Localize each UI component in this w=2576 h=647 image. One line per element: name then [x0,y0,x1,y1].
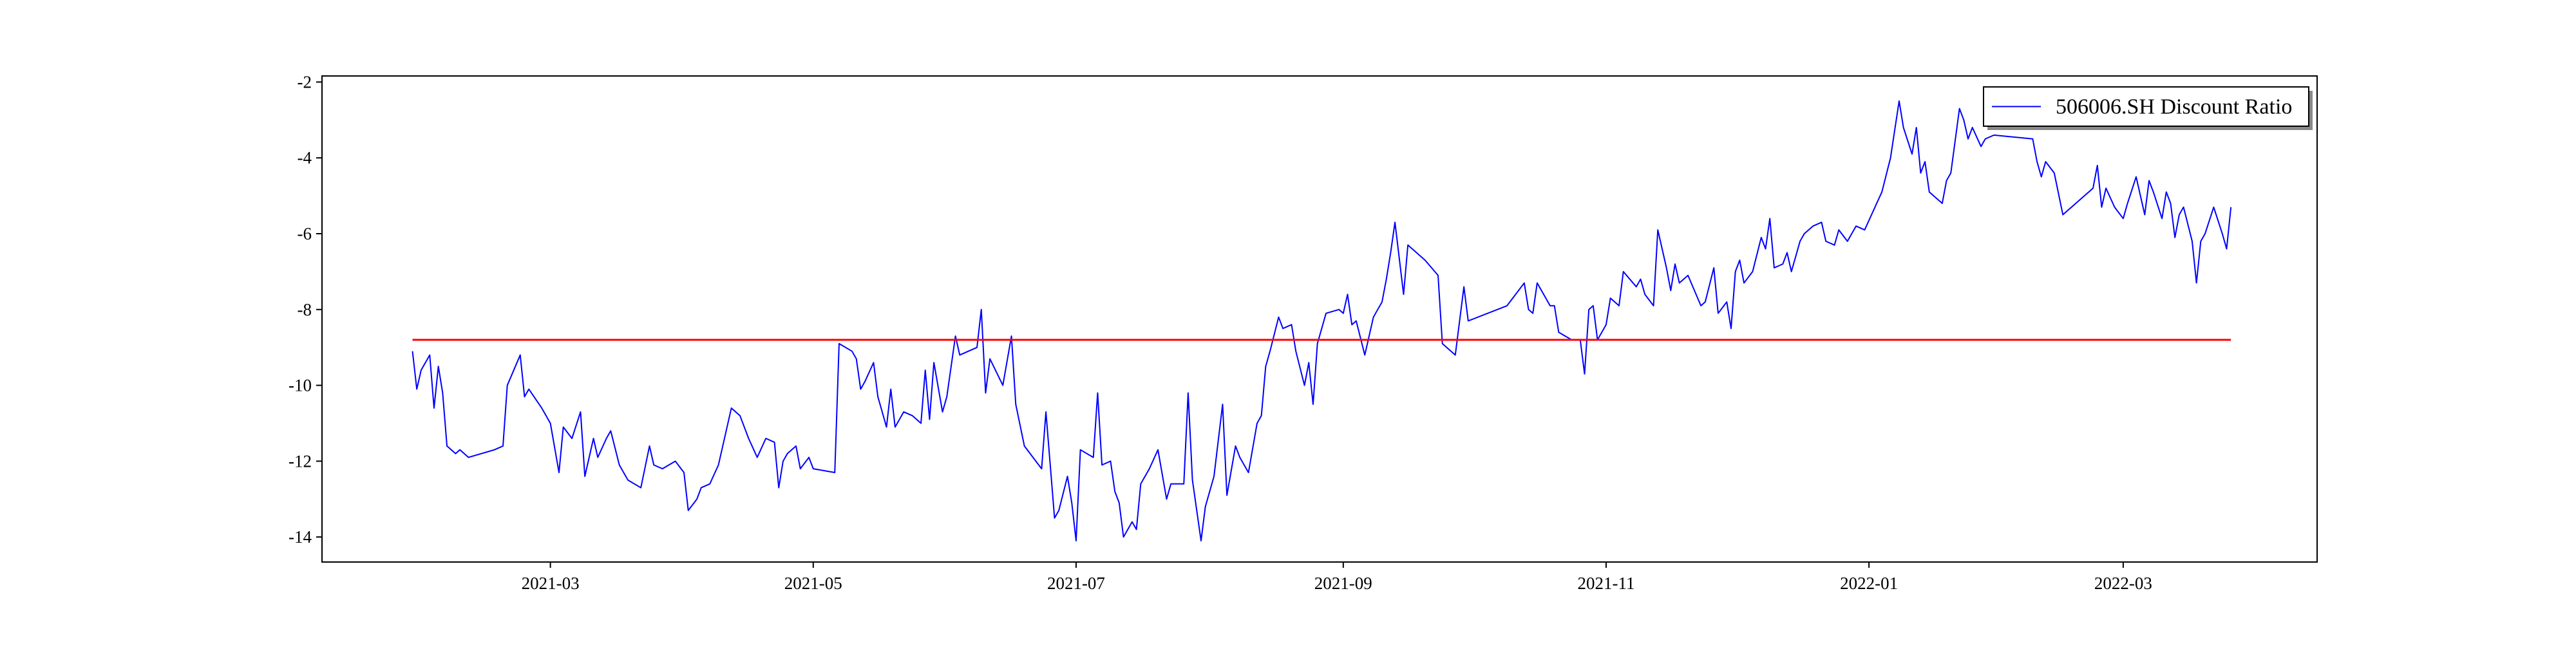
legend-box [1983,86,2309,127]
y-tick-label: -6 [298,224,312,243]
data-line [412,100,2232,542]
x-tick-label: 2021-11 [1577,574,1634,593]
x-tick-label: 2022-01 [1840,574,1898,593]
y-tick-label: -8 [298,300,312,319]
x-tick-label: 2021-05 [784,574,842,593]
y-tick-label: -2 [298,72,312,91]
y-tick-label: -12 [289,451,312,471]
x-tick-label: 2021-07 [1047,574,1105,593]
legend-label: 506006.SH Discount Ratio [2056,95,2292,119]
y-tick-label: -14 [289,527,312,547]
legend: 506006.SH Discount Ratio [1983,86,2313,130]
plot-frame [321,75,2318,563]
y-tick-label: -10 [289,376,312,395]
x-tick-label: 2022-03 [2094,574,2152,593]
x-tick-label: 2021-03 [522,574,580,593]
y-tick-label: -4 [298,148,312,167]
x-tick-label: 2021-09 [1314,574,1372,593]
